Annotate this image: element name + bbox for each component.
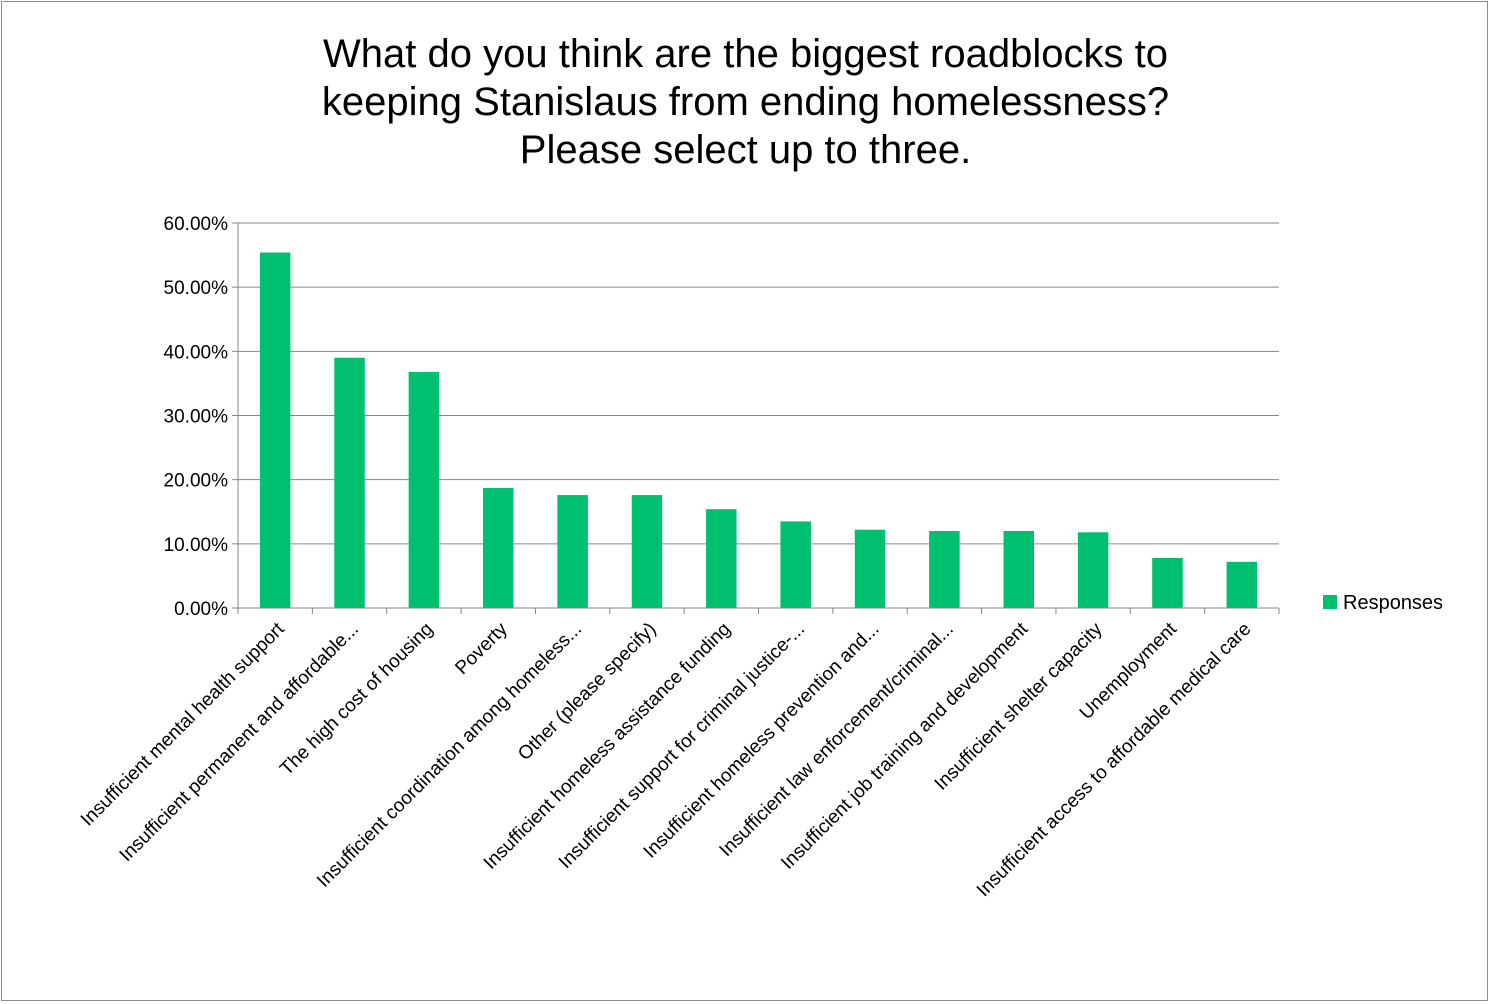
legend: Responses (1323, 592, 1443, 614)
bars (259, 252, 1258, 608)
bar (1003, 531, 1034, 608)
y-tick-label: 10.00% (164, 535, 229, 556)
y-tick-label: 50.00% (164, 278, 229, 299)
y-tick-label: 0.00% (174, 599, 228, 620)
x-tick-label: Insufficient access to affordable medica… (973, 619, 1255, 901)
bar (259, 252, 291, 608)
x-tick-label: Other (please specify) (514, 619, 660, 765)
bar (557, 495, 588, 608)
legend-label-responses: Responses (1343, 592, 1443, 614)
y-tick-label: 40.00% (164, 342, 229, 363)
x-tick-label: The high cost of housing (276, 619, 437, 780)
x-axis: Insufficient mental health supportInsuff… (77, 607, 1280, 901)
x-tick-label: Insufficient coordination among homeless… (313, 619, 586, 892)
bar (483, 488, 514, 608)
bar (1226, 561, 1258, 608)
bar (929, 531, 960, 608)
bar (780, 521, 811, 608)
chart-title-line-2: keeping Stanislaus from ending homelessn… (321, 80, 1170, 124)
y-tick-label: 60.00% (164, 214, 229, 235)
bar (1077, 532, 1109, 608)
bar (631, 495, 663, 608)
y-axis: 0.00% 10.00% 20.00% 30.00% 40.00% 50.00% 60.00… (164, 214, 239, 620)
bar (408, 371, 440, 608)
bar (706, 509, 737, 608)
x-tick-label: Poverty (451, 618, 512, 679)
bar (1152, 557, 1183, 608)
chart-title-line-3: Please select up to three. (519, 128, 972, 172)
bar (854, 529, 886, 608)
chart-title: What do you think are the biggest roadbl… (0, 30, 1491, 174)
y-tick-label: 30.00% (164, 407, 229, 428)
bar (334, 357, 365, 608)
chart-title-line-1: What do you think are the biggest roadbl… (323, 32, 1168, 76)
y-tick-label: 20.00% (164, 471, 229, 492)
legend-swatch-responses (1323, 595, 1337, 609)
gridlines (238, 222, 1279, 545)
